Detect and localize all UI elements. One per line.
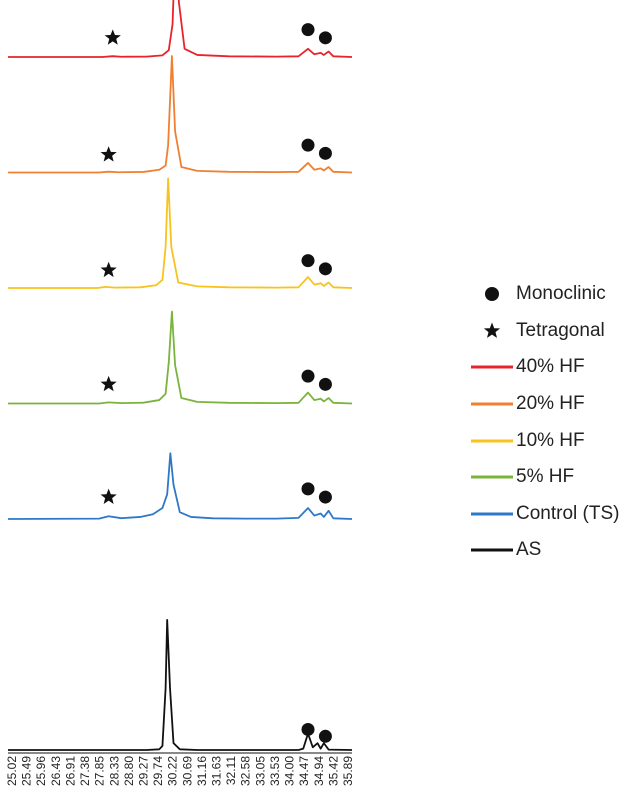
x-tick-label: 27.85 (93, 756, 107, 786)
legend-label: Monoclinic (516, 283, 606, 305)
monoclinic-marker (318, 31, 332, 45)
legend-item-10-hf: 10% HF (470, 422, 642, 459)
legend-item-as: AS (470, 532, 642, 569)
series-layer (7, 0, 353, 751)
legend: Monoclinic Tetragonal 40% HF 20% HF 10% … (470, 276, 642, 569)
series-line-control-ts (7, 452, 353, 520)
legend-item-20-hf: 20% HF (470, 386, 642, 423)
x-tick-label: 35.42 (326, 756, 340, 786)
monoclinic-marker (318, 262, 332, 276)
x-tick-label: 26.43 (49, 756, 63, 786)
legend-label: Tetragonal (516, 319, 605, 341)
monoclinic-marker (301, 482, 315, 496)
x-tick-label: 25.96 (34, 756, 48, 786)
legend-label: 5% HF (516, 466, 575, 488)
monoclinic-marker (301, 23, 315, 37)
legend-item-control-ts: Control (TS) (470, 496, 642, 533)
legend-label: 10% HF (516, 429, 585, 451)
x-tick-label: 31.16 (195, 756, 209, 786)
legend-label: 20% HF (516, 393, 585, 415)
x-tick-label: 34.94 (312, 756, 326, 786)
x-tick-label: 28.80 (122, 756, 136, 786)
series-line-5-hf (8, 310, 353, 405)
legend-label: Control (TS) (516, 502, 620, 524)
legend-item-monoclinic: Monoclinic (470, 276, 642, 313)
series-line-20-hf (8, 55, 353, 174)
legend-item-tetragonal: Tetragonal (470, 313, 642, 350)
monoclinic-marker (318, 490, 332, 504)
monoclinic-marker (301, 369, 315, 383)
tetragonal-marker (100, 146, 117, 162)
legend-item-40-hf: 40% HF (470, 349, 642, 386)
line-swatch-icon (470, 394, 514, 414)
line-swatch-icon (470, 540, 514, 560)
marker-layer (100, 23, 332, 743)
legend-item-5-hf: 5% HF (470, 459, 642, 496)
x-tick-label: 28.33 (107, 756, 121, 786)
legend-label: AS (516, 539, 542, 561)
x-tick-label: 34.00 (283, 756, 297, 786)
x-tick-label: 26.91 (63, 756, 77, 786)
x-tick-label: 32.58 (239, 756, 253, 786)
tetragonal-marker (100, 261, 117, 278)
tetragonal-marker (100, 375, 117, 392)
line-swatch-icon (470, 504, 514, 524)
legend-label: 40% HF (516, 356, 585, 378)
x-tick-label: 29.74 (151, 756, 165, 786)
x-tick-label: 32.11 (224, 756, 238, 785)
x-tick-layer: 25.02 25.49 25.96 26.43 26.91 27.38 27.85 28.33… (5, 756, 355, 786)
monoclinic-marker (318, 377, 332, 391)
x-tick-label: 35.89 (341, 756, 355, 786)
x-tick-label: 29.27 (136, 756, 150, 786)
series-line-as (8, 618, 353, 751)
x-tick-label: 31.63 (210, 756, 224, 786)
monoclinic-marker (318, 146, 332, 160)
x-tick-label: 33.53 (268, 756, 282, 786)
line-swatch-icon (470, 357, 514, 377)
x-tick-label: 25.02 (5, 756, 19, 786)
x-tick-label: 34.47 (297, 756, 311, 786)
x-tick-label: 30.69 (180, 756, 194, 786)
line-swatch-icon (470, 431, 514, 451)
monoclinic-marker (318, 729, 332, 743)
x-tick-label: 30.22 (166, 756, 180, 786)
x-tick-label: 25.49 (20, 756, 34, 786)
tetragonal-marker (104, 29, 121, 45)
series-line-40-hf (8, 0, 353, 58)
x-tick-label: 27.38 (78, 756, 92, 786)
circle-marker-icon (470, 284, 514, 304)
line-swatch-icon (470, 467, 514, 487)
x-tick-label: 33.05 (253, 756, 267, 786)
monoclinic-marker (301, 722, 315, 736)
star-marker-icon (470, 321, 514, 341)
monoclinic-marker (301, 254, 315, 268)
tetragonal-marker (100, 488, 117, 504)
series-line-10-hf (8, 177, 353, 289)
monoclinic-marker (301, 138, 315, 152)
